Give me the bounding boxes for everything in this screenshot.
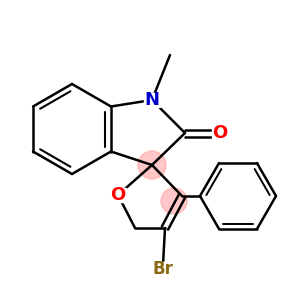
Text: N: N bbox=[145, 91, 160, 109]
Bar bbox=[212, 126, 228, 140]
Bar bbox=[152, 262, 174, 276]
Bar bbox=[144, 93, 160, 107]
Bar bbox=[110, 188, 126, 202]
Text: Br: Br bbox=[153, 260, 173, 278]
Circle shape bbox=[161, 188, 187, 214]
Text: O: O bbox=[212, 124, 228, 142]
Circle shape bbox=[138, 151, 166, 179]
Text: O: O bbox=[110, 186, 126, 204]
